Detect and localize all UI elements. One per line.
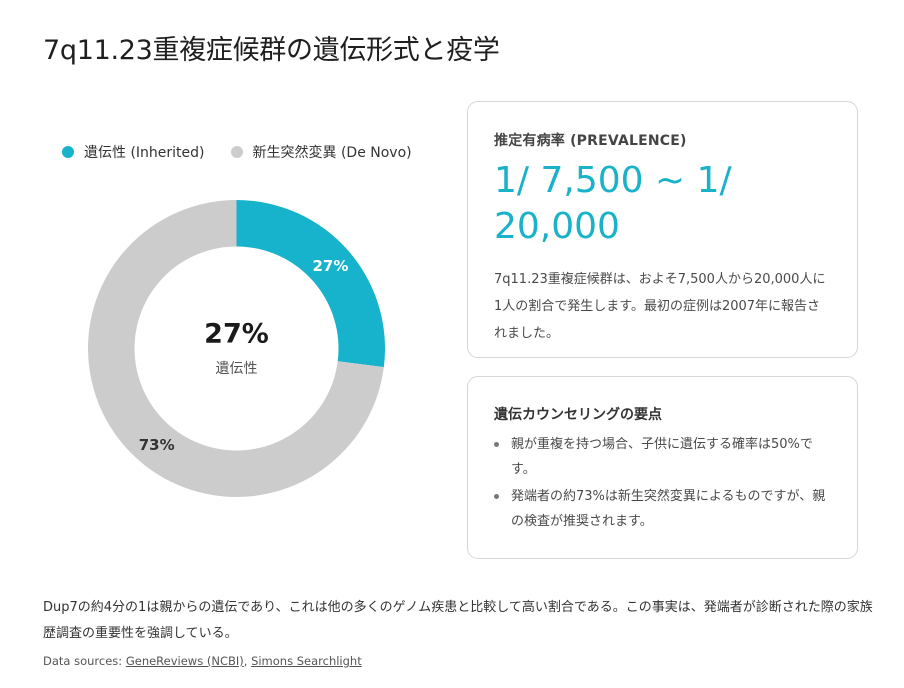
- legend-dot-de-novo-icon: [230, 146, 243, 158]
- chart-legend: 遺伝性 (Inherited) 新生突然変異 (De Novo): [62, 142, 412, 162]
- prevalence-label: 推定有病率 (PREVALENCE): [494, 133, 687, 149]
- list-item: 発端者の約73%は新生突然変異によるものですが、親の検査が推奨されます。: [494, 484, 831, 534]
- segment-label-de-novo: 73%: [138, 436, 175, 454]
- legend-item-de-novo: 新生突然変異 (De Novo): [230, 142, 412, 162]
- prevalence-value: 1/ 7,500 ~ 1/ 20,000: [494, 160, 732, 247]
- donut-chart: 27% 73% 27% 遺伝性: [88, 200, 385, 497]
- legend-dot-inherited-icon: [62, 146, 74, 158]
- source-link-genereviews[interactable]: GeneReviews (NCBI): [125, 654, 244, 668]
- segment-label-inherited: 27%: [312, 256, 349, 275]
- list-item-text: 発端者の約73%は新生突然変異によるものですが、親の検査が推奨されます。: [511, 489, 826, 529]
- donut-segment: [236, 200, 385, 368]
- sources-prefix: Data sources:: [43, 654, 126, 668]
- counseling-card: 遺伝カウンセリングの要点 親が重複を持つ場合、子供に遺伝する確率は50%です。 …: [467, 376, 858, 559]
- counseling-title: 遺伝カウンセリングの要点: [494, 407, 662, 423]
- list-item-text: 親が重複を持つ場合、子供に遺伝する確率は50%です。: [511, 437, 813, 477]
- data-sources: Data sources: GeneReviews (NCBI), Simons…: [43, 654, 362, 668]
- sources-separator: ,: [243, 654, 252, 668]
- legend-label-de-novo: 新生突然変異 (De Novo): [252, 145, 412, 161]
- counseling-list: 親が重複を持つ場合、子供に遺伝する確率は50%です。 発端者の約73%は新生突然…: [494, 432, 831, 534]
- donut-center-label: 遺伝性: [215, 361, 258, 377]
- list-item: 親が重複を持つ場合、子供に遺伝する確率は50%です。: [494, 432, 831, 482]
- donut-svg: [88, 200, 385, 497]
- legend-label-inherited: 遺伝性 (Inherited): [84, 145, 205, 161]
- donut-center-value: 27%: [204, 318, 269, 350]
- bullet-icon: [494, 494, 499, 499]
- source-link-simons-searchlight[interactable]: Simons Searchlight: [251, 654, 362, 668]
- prevalence-card: 推定有病率 (PREVALENCE) 1/ 7,500 ~ 1/ 20,000 …: [467, 101, 858, 358]
- donut-segment: [88, 200, 384, 497]
- legend-item-inherited: 遺伝性 (Inherited): [62, 142, 205, 162]
- prevalence-description: 7q11.23重複症候群は、およそ7,500人から20,000人に1人の割合で発…: [494, 272, 826, 341]
- summary-text: Dup7の約4分の1は親からの遺伝であり、これは他の多くのゲノム疾患と比較して高…: [43, 600, 873, 641]
- page-title: 7q11.23重複症候群の遺伝形式と疫学: [43, 35, 500, 66]
- bullet-icon: [494, 442, 499, 447]
